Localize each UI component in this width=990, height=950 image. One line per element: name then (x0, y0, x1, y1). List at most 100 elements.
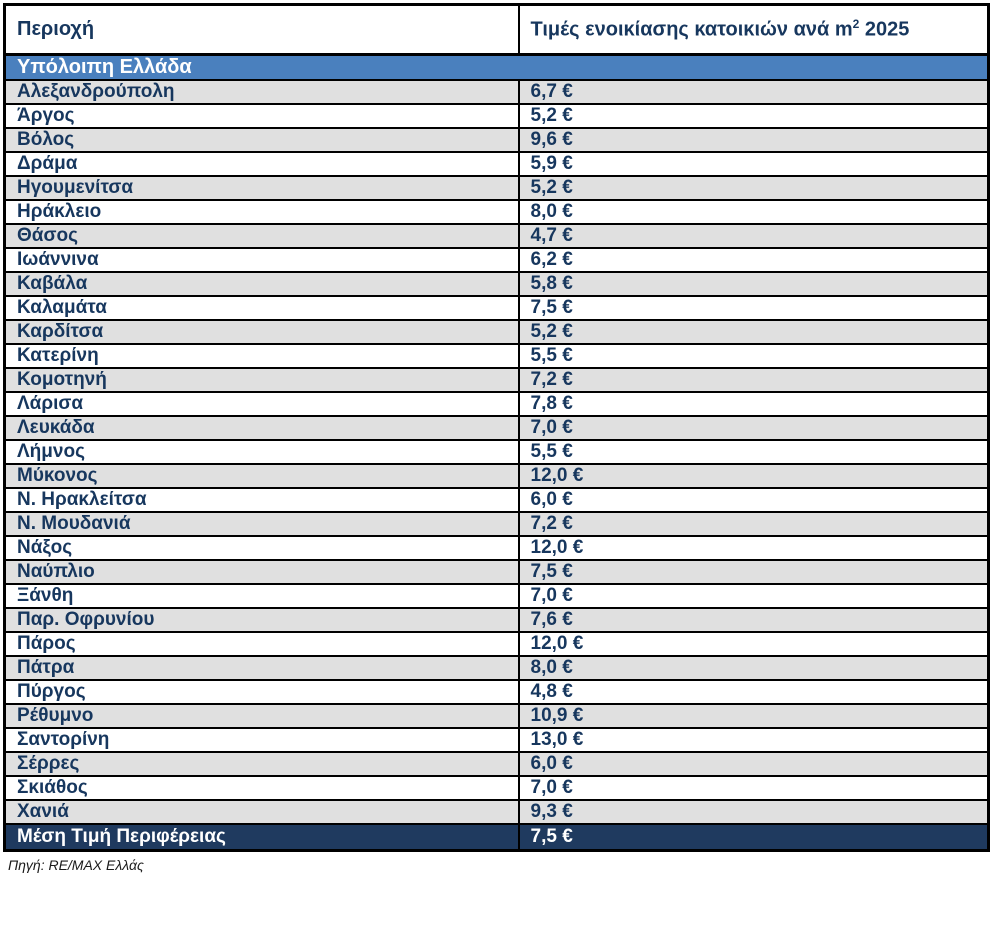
region-cell: Λήμνος (3, 439, 520, 465)
price-cell: 5,2 € (517, 175, 990, 201)
region-cell: Καλαμάτα (3, 295, 520, 321)
table-row: Ν. Ηρακλείτσα 6,0 € (3, 487, 990, 513)
price-cell: 5,2 € (517, 103, 990, 129)
table-row: Μύκονος 12,0 € (3, 463, 990, 489)
price-cell: 13,0 € (517, 727, 990, 753)
region-cell: Ν. Μουδανιά (3, 511, 520, 537)
table-row: Άργος 5,2 € (3, 103, 990, 129)
region-cell: Καρδίτσα (3, 319, 520, 345)
price-cell: 7,2 € (517, 511, 990, 537)
table-row: Πύργος 4,8 € (3, 679, 990, 705)
table-row: Καρδίτσα 5,2 € (3, 319, 990, 345)
table-row: Ν. Μουδανιά 7,2 € (3, 511, 990, 537)
header-row: Περιοχή Τιμές ενοικίασης κατοικιών ανά m… (3, 3, 990, 56)
price-cell: 7,5 € (517, 559, 990, 585)
price-cell: 8,0 € (517, 655, 990, 681)
region-cell: Λευκάδα (3, 415, 520, 441)
price-cell: 7,2 € (517, 367, 990, 393)
price-cell: 5,9 € (517, 151, 990, 177)
region-cell: Λάρισα (3, 391, 520, 417)
table-row: Δράμα 5,9 € (3, 151, 990, 177)
price-cell: 5,8 € (517, 271, 990, 297)
region-cell: Παρ. Οφρυνίου (3, 607, 520, 633)
region-cell: Καβάλα (3, 271, 520, 297)
table-row: Χανιά 9,3 € (3, 799, 990, 825)
section-header-row: Υπόλοιπη Ελλάδα (3, 53, 990, 81)
table-row: Βόλος 9,6 € (3, 127, 990, 153)
region-cell: Κατερίνη (3, 343, 520, 369)
table-row: Σκιάθος 7,0 € (3, 775, 990, 801)
price-cell: 4,8 € (517, 679, 990, 705)
price-cell: 12,0 € (517, 631, 990, 657)
table-row: Παρ. Οφρυνίου 7,6 € (3, 607, 990, 633)
table-row: Σέρρες 6,0 € (3, 751, 990, 777)
price-cell: 12,0 € (517, 463, 990, 489)
price-cell: 7,8 € (517, 391, 990, 417)
table-row: Αλεξανδρούπολη 6,7 € (3, 79, 990, 105)
table-row: Ξάνθη 7,0 € (3, 583, 990, 609)
region-cell: Ρέθυμνο (3, 703, 520, 729)
region-cell: Πάτρα (3, 655, 520, 681)
table-row: Κομοτηνή 7,2 € (3, 367, 990, 393)
price-cell: 7,0 € (517, 775, 990, 801)
region-cell: Σκιάθος (3, 775, 520, 801)
region-cell: Αλεξανδρούπολη (3, 79, 520, 105)
region-cell: Πάρος (3, 631, 520, 657)
table-row: Κατερίνη 5,5 € (3, 343, 990, 369)
price-cell: 4,7 € (517, 223, 990, 249)
price-cell: 6,2 € (517, 247, 990, 273)
table-row: Λάρισα 7,8 € (3, 391, 990, 417)
table-row: Ηράκλειο 8,0 € (3, 199, 990, 225)
price-cell: 6,0 € (517, 751, 990, 777)
region-cell: Νάξος (3, 535, 520, 561)
price-cell: 7,0 € (517, 583, 990, 609)
table-row: Σαντορίνη 13,0 € (3, 727, 990, 753)
region-cell: Ηράκλειο (3, 199, 520, 225)
average-row: Μέση Τιμή Περιφέρειας 7,5 € (3, 823, 990, 851)
region-cell: Ξάνθη (3, 583, 520, 609)
table-row: Ιωάννινα 6,2 € (3, 247, 990, 273)
page: Περιοχή Τιμές ενοικίασης κατοικιών ανά m… (3, 3, 990, 873)
region-cell: Πύργος (3, 679, 520, 705)
price-header-year: 2025 (859, 18, 910, 41)
column-header-region: Περιοχή (3, 3, 520, 56)
table-row: Νάξος 12,0 € (3, 535, 990, 561)
region-cell: Ναύπλιο (3, 559, 520, 585)
region-cell: Θάσος (3, 223, 520, 249)
region-cell: Σαντορίνη (3, 727, 520, 753)
rent-price-table: Περιοχή Τιμές ενοικίασης κατοικιών ανά m… (3, 3, 990, 852)
table-row: Λήμνος 5,5 € (3, 439, 990, 465)
region-cell: Μύκονος (3, 463, 520, 489)
table-row: Πάτρα 8,0 € (3, 655, 990, 681)
region-cell: Ηγουμενίτσα (3, 175, 520, 201)
price-cell: 5,2 € (517, 319, 990, 345)
average-label: Μέση Τιμή Περιφέρειας (3, 823, 520, 851)
region-cell: Άργος (3, 103, 520, 129)
price-cell: 8,0 € (517, 199, 990, 225)
region-cell: Ιωάννινα (3, 247, 520, 273)
price-cell: 9,3 € (517, 799, 990, 825)
region-cell: Κομοτηνή (3, 367, 520, 393)
price-cell: 7,6 € (517, 607, 990, 633)
price-cell: 10,9 € (517, 703, 990, 729)
table-row: Ναύπλιο 7,5 € (3, 559, 990, 585)
price-cell: 7,5 € (517, 295, 990, 321)
price-header-superscript: 2 (852, 17, 860, 32)
price-header-text: Τιμές ενοικίασης κατοικιών ανά m (530, 18, 853, 41)
price-cell: 5,5 € (517, 439, 990, 465)
source-note: Πηγή: RE/MAX Ελλάς (8, 856, 144, 873)
table-row: Πάρος 12,0 € (3, 631, 990, 657)
average-value: 7,5 € (517, 823, 990, 851)
region-cell: Βόλος (3, 127, 520, 153)
table-row: Θάσος 4,7 € (3, 223, 990, 249)
price-cell: 12,0 € (517, 535, 990, 561)
column-header-price: Τιμές ενοικίασης κατοικιών ανά m2 2025 (517, 3, 990, 56)
price-cell: 9,6 € (517, 127, 990, 153)
price-cell: 7,0 € (517, 415, 990, 441)
table-row: Ρέθυμνο 10,9 € (3, 703, 990, 729)
price-cell: 5,5 € (517, 343, 990, 369)
table-row: Καβάλα 5,8 € (3, 271, 990, 297)
table-row: Λευκάδα 7,0 € (3, 415, 990, 441)
table-body: Υπόλοιπη Ελλάδα Αλεξανδρούπολη 6,7 € Άργ… (3, 53, 990, 825)
region-cell: Ν. Ηρακλείτσα (3, 487, 520, 513)
